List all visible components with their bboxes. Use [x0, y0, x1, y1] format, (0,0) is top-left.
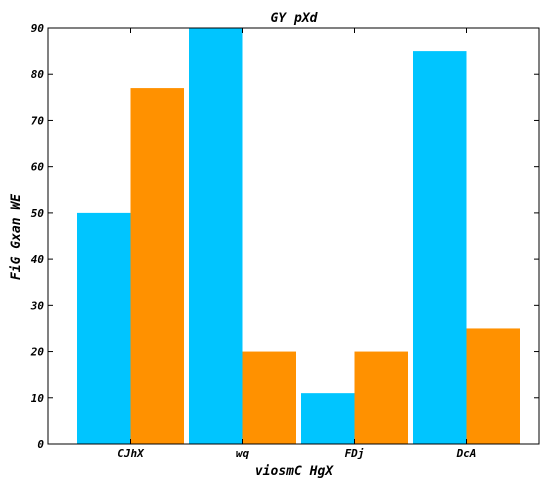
- x-tick-label-DcA: DcA: [456, 447, 477, 460]
- chart-title: GY pXd: [271, 11, 319, 26]
- y-tick-label-80: 80: [31, 68, 45, 81]
- y-tick-label-90: 90: [31, 22, 45, 35]
- bar-wq-series-2: [242, 351, 296, 444]
- ticks-group: CJhX wq FDj DcA 0 10 20 30 40 50 60 70 80 90: [30, 22, 539, 460]
- bar-FDj-series-2: [354, 351, 408, 444]
- x-axis-label: viosmC HgX: [255, 464, 334, 479]
- bar-wq-series-1: [189, 28, 243, 444]
- bar-CJhX-series-2: [130, 88, 184, 444]
- y-tick-label-40: 40: [31, 253, 45, 266]
- bars-group: [77, 28, 520, 444]
- y-axis-label: FiG Gxan WE: [9, 194, 24, 280]
- x-tick-label-FDj: FDj: [345, 447, 365, 460]
- x-tick-label-CJhX: CJhX: [117, 447, 145, 460]
- y-tick-label-30: 30: [30, 299, 45, 312]
- y-tick-label-0: 0: [37, 438, 44, 451]
- y-tick-label-10: 10: [31, 392, 45, 405]
- y-tick-label-50: 50: [31, 207, 45, 220]
- bar-CJhX-series-1: [77, 212, 131, 444]
- plot-frame: [47, 27, 540, 445]
- x-tick-label-wq: wq: [236, 447, 250, 460]
- bar-DcA-series-1: [413, 51, 467, 444]
- y-tick-label-70: 70: [31, 114, 45, 127]
- bar-FDj-series-1: [301, 393, 355, 444]
- y-tick-label-20: 20: [30, 346, 45, 359]
- y-tick-label-60: 60: [31, 161, 45, 174]
- bar-DcA-series-2: [466, 328, 520, 444]
